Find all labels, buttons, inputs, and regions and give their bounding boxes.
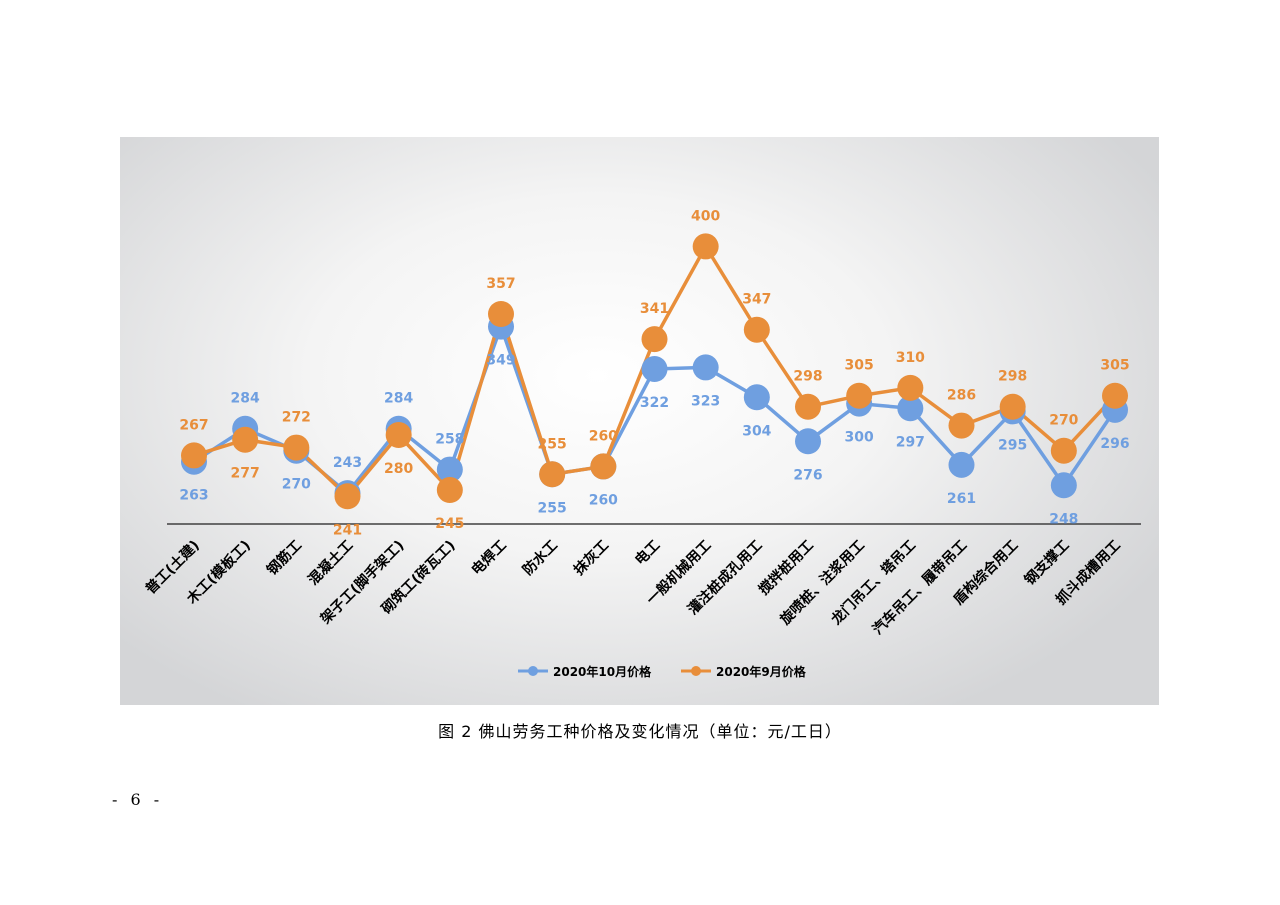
sep-data-label: 341 bbox=[640, 301, 669, 317]
category-label: 钢支撑工 bbox=[1021, 537, 1073, 589]
oct-data-label: 322 bbox=[640, 395, 669, 411]
sep-data-label: 277 bbox=[231, 466, 260, 482]
category-label: 混凝土工 bbox=[305, 537, 357, 589]
sep-legend-label: 2020年9月价格 bbox=[716, 664, 807, 679]
category-label: 汽车吊工、履带吊工 bbox=[869, 537, 970, 638]
sep-point bbox=[539, 461, 566, 488]
sep-point bbox=[743, 316, 770, 343]
sep-point bbox=[488, 301, 514, 327]
sep-data-label: 305 bbox=[845, 358, 874, 374]
oct-point bbox=[692, 354, 719, 381]
sep-point bbox=[334, 483, 361, 510]
category-label: 架子工(脚手架工) bbox=[316, 537, 407, 628]
sep-data-label: 280 bbox=[384, 461, 413, 477]
sep-data-label: 241 bbox=[333, 522, 362, 538]
oct-legend-marker bbox=[528, 666, 538, 676]
oct-data-label: 258 bbox=[435, 432, 464, 448]
category-label: 电焊工 bbox=[468, 537, 510, 579]
oct-point bbox=[948, 451, 975, 478]
oct-data-label: 296 bbox=[1100, 436, 1129, 452]
category-label: 电工 bbox=[632, 537, 664, 569]
oct-data-label: 270 bbox=[282, 477, 311, 493]
oct-data-label: 304 bbox=[742, 423, 771, 439]
sep-data-label: 245 bbox=[435, 516, 464, 532]
sep-data-label: 347 bbox=[742, 292, 771, 308]
sep-point bbox=[999, 393, 1026, 420]
sep-point bbox=[1050, 437, 1077, 464]
sep-data-label: 298 bbox=[793, 369, 822, 385]
sep-point bbox=[232, 426, 259, 453]
oct-data-label: 297 bbox=[896, 434, 925, 450]
sep-data-label: 260 bbox=[589, 428, 618, 444]
oct-point bbox=[436, 456, 463, 483]
sep-point bbox=[692, 233, 719, 260]
sep-point bbox=[181, 442, 207, 469]
oct-data-label: 349 bbox=[486, 353, 515, 369]
oct-data-label: 263 bbox=[179, 488, 208, 504]
category-label: 旋喷桩、注浆用工 bbox=[776, 537, 868, 629]
oct-legend-label: 2020年10月价格 bbox=[553, 664, 652, 679]
oct-data-label: 284 bbox=[231, 391, 260, 407]
sep-data-label: 357 bbox=[486, 276, 515, 292]
sep-data-label: 298 bbox=[998, 369, 1027, 385]
category-label: 防水工 bbox=[519, 537, 561, 579]
oct-data-label: 295 bbox=[998, 437, 1027, 453]
sep-point bbox=[846, 382, 873, 409]
sep-point bbox=[641, 326, 668, 353]
oct-data-label: 255 bbox=[538, 500, 567, 516]
sep-point bbox=[385, 422, 412, 448]
sep-data-label: 270 bbox=[1049, 413, 1078, 429]
category-label: 钢筋工 bbox=[263, 537, 305, 579]
sep-data-label: 400 bbox=[691, 208, 720, 224]
sep-point bbox=[283, 434, 310, 461]
oct-data-label: 260 bbox=[589, 492, 618, 508]
oct-data-label: 261 bbox=[947, 491, 976, 507]
oct-data-label: 243 bbox=[333, 455, 362, 471]
sep-point bbox=[590, 453, 617, 480]
chart-panel: 263 267 284 277 270 272 243 241 284 280 258 245 349 3… bbox=[120, 137, 1159, 705]
sep-point bbox=[948, 412, 975, 439]
sep-point bbox=[795, 393, 821, 420]
sep-data-label: 305 bbox=[1100, 358, 1129, 374]
sep-point bbox=[1102, 382, 1128, 409]
sep-legend-marker bbox=[691, 666, 701, 676]
oct-data-label: 248 bbox=[1049, 511, 1078, 527]
sep-point bbox=[897, 374, 924, 401]
oct-point bbox=[1050, 472, 1077, 499]
oct-data-label: 323 bbox=[691, 393, 720, 409]
sep-data-label: 255 bbox=[538, 436, 567, 452]
oct-point bbox=[743, 384, 770, 411]
sep-data-label: 272 bbox=[282, 410, 311, 426]
oct-point bbox=[897, 395, 924, 422]
oct-point bbox=[641, 356, 668, 382]
oct-data-label: 284 bbox=[384, 391, 413, 407]
sep-data-label: 310 bbox=[896, 350, 925, 366]
oct-point bbox=[795, 428, 821, 455]
oct-data-label: 276 bbox=[793, 467, 822, 483]
sep-data-label: 267 bbox=[179, 417, 208, 433]
category-label: 抹灰工 bbox=[570, 537, 612, 579]
page-number: - 6 - bbox=[112, 790, 164, 809]
category-label: 龙门吊工、塔吊工 bbox=[827, 537, 919, 629]
figure-caption: 图 2 佛山劳务工种价格及变化情况（单位：元/工日） bbox=[438, 722, 842, 741]
oct-data-label: 300 bbox=[845, 430, 874, 446]
sep-point bbox=[436, 477, 463, 503]
sep-data-label: 286 bbox=[947, 388, 976, 404]
line-chart: 263 267 284 277 270 272 243 241 284 280 258 245 349 3… bbox=[142, 208, 1141, 679]
